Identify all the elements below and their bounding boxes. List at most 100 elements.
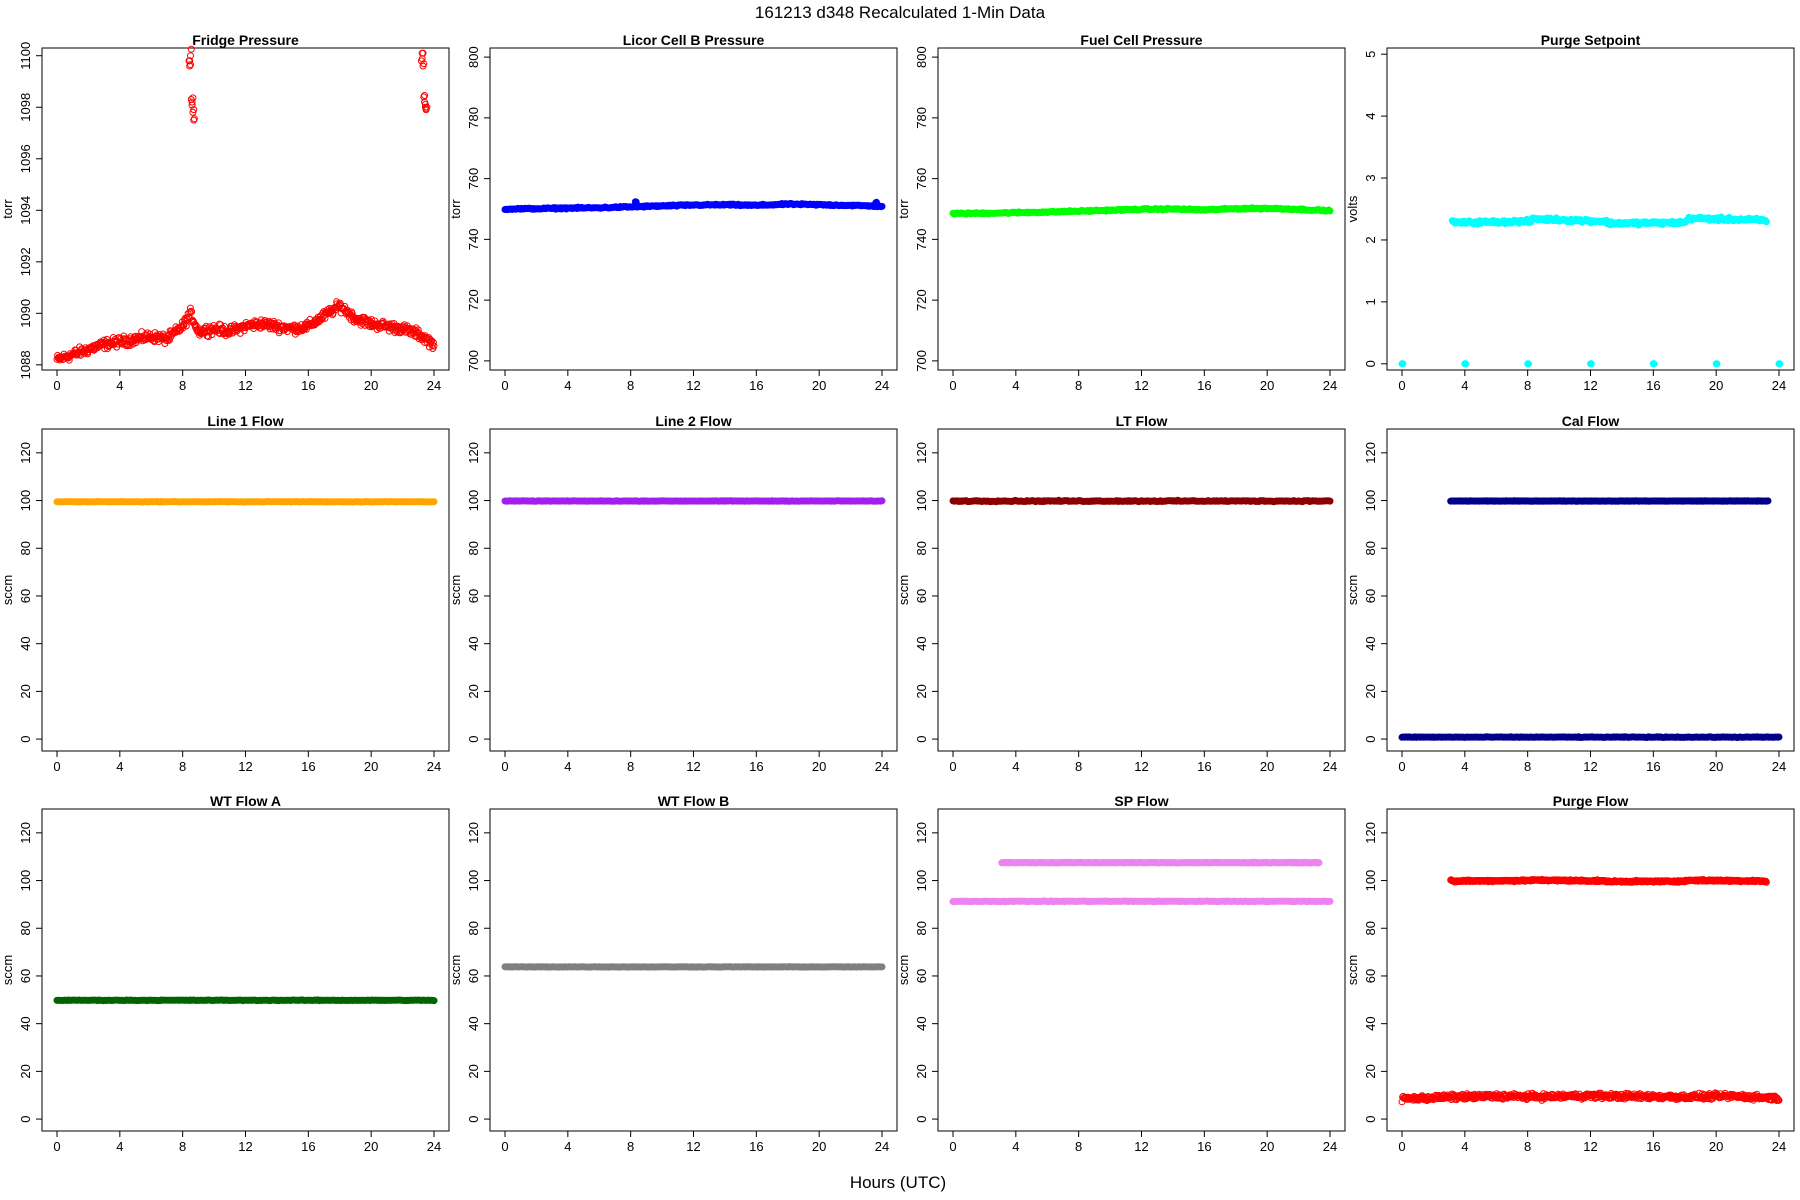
y-tick-label: 100 (466, 870, 481, 892)
data-point (430, 997, 438, 1005)
x-tick-label: 20 (812, 378, 826, 393)
y-tick-label: 1098 (18, 93, 33, 122)
y-axis-label: torr (896, 199, 911, 219)
x-tick-label: 0 (1398, 759, 1405, 774)
y-tick-label: 40 (466, 1016, 481, 1030)
y-tick-label: 80 (1363, 921, 1378, 935)
y-tick-label: 0 (914, 1115, 929, 1122)
x-tick-label: 0 (53, 378, 60, 393)
y-tick-label: 100 (914, 870, 929, 892)
x-tick-label: 24 (1323, 378, 1337, 393)
x-tick-label: 16 (749, 1139, 763, 1154)
y-tick-label: 800 (914, 46, 929, 68)
data-point (1587, 360, 1595, 368)
plot-frame (937, 428, 1346, 752)
data-point (878, 202, 886, 210)
plot-frame (1386, 808, 1795, 1132)
y-axis-label: sccm (896, 955, 911, 985)
x-tick-label: 8 (1524, 378, 1531, 393)
data-point (186, 304, 194, 312)
x-tick-label: 12 (686, 378, 700, 393)
y-tick-label: 120 (466, 822, 481, 844)
y-tick-label: 20 (18, 1064, 33, 1078)
y-axis-label: volts (1345, 195, 1360, 222)
data-point (1775, 733, 1783, 741)
x-tick-label: 12 (686, 759, 700, 774)
y-tick-label: 120 (1363, 822, 1378, 844)
x-tick-label: 12 (1134, 759, 1148, 774)
panel-title: Line 2 Flow (655, 413, 731, 429)
y-axis-label: torr (0, 199, 15, 219)
plot-frame (1386, 428, 1795, 752)
y-tick-label: 0 (1363, 735, 1378, 742)
x-tick-label: 20 (1709, 1139, 1723, 1154)
x-tick-label: 16 (749, 759, 763, 774)
panel-title: WT Flow B (658, 793, 730, 809)
x-tick-label: 20 (1260, 1139, 1274, 1154)
data-point (1399, 360, 1407, 368)
x-tick-label: 24 (427, 378, 441, 393)
x-tick-label: 20 (1260, 759, 1274, 774)
y-tick-label: 80 (466, 921, 481, 935)
x-tick-label: 4 (1461, 1139, 1468, 1154)
y-tick-label: 0 (1363, 1115, 1378, 1122)
y-tick-label: 5 (1363, 51, 1378, 58)
x-tick-label: 24 (427, 759, 441, 774)
y-tick-label: 20 (1363, 684, 1378, 698)
x-tick-label: 16 (1197, 759, 1211, 774)
y-tick-label: 2 (1363, 236, 1378, 243)
x-tick-label: 16 (1646, 378, 1660, 393)
x-tick-label: 8 (179, 1139, 186, 1154)
x-tick-label: 12 (1583, 378, 1597, 393)
y-tick-label: 20 (914, 684, 929, 698)
data-points (1398, 497, 1783, 741)
y-tick-label: 720 (466, 289, 481, 311)
data-point (1762, 218, 1770, 226)
y-tick-label: 60 (466, 589, 481, 603)
data-points (949, 204, 1334, 218)
x-tick-label: 12 (1134, 1139, 1148, 1154)
y-tick-label: 60 (18, 589, 33, 603)
x-tick-label: 16 (1197, 378, 1211, 393)
y-tick-label: 1094 (18, 196, 33, 225)
data-points (949, 496, 1334, 506)
main-title: 161213 d348 Recalculated 1-Min Data (755, 3, 1046, 22)
y-tick-label: 40 (18, 1016, 33, 1030)
data-points (53, 996, 438, 1005)
y-axis-label: sccm (0, 575, 15, 605)
data-point (377, 324, 385, 332)
x-tick-label: 0 (949, 378, 956, 393)
x-tick-label: 8 (179, 759, 186, 774)
data-point (187, 45, 195, 53)
data-point (1462, 360, 1470, 368)
data-point (187, 52, 194, 60)
y-axis-label: torr (448, 199, 463, 219)
y-tick-label: 120 (18, 442, 33, 464)
x-tick-label: 20 (1709, 759, 1723, 774)
x-tick-label: 16 (301, 759, 315, 774)
y-tick-label: 0 (1363, 360, 1378, 367)
y-tick-label: 80 (18, 921, 33, 935)
x-tick-label: 24 (875, 759, 889, 774)
data-point (419, 49, 427, 57)
x-tick-label: 20 (364, 759, 378, 774)
x-tick-label: 8 (1524, 1139, 1531, 1154)
x-tick-label: 0 (1398, 378, 1405, 393)
x-tick-label: 20 (364, 378, 378, 393)
x-tick-label: 0 (53, 1139, 60, 1154)
y-tick-label: 40 (1363, 636, 1378, 650)
data-point (188, 101, 196, 109)
data-points (501, 963, 886, 971)
y-tick-label: 100 (466, 490, 481, 512)
y-tick-label: 1090 (18, 299, 33, 328)
plot-frame (489, 428, 898, 752)
data-point (188, 308, 196, 316)
y-tick-label: 3 (1363, 174, 1378, 181)
